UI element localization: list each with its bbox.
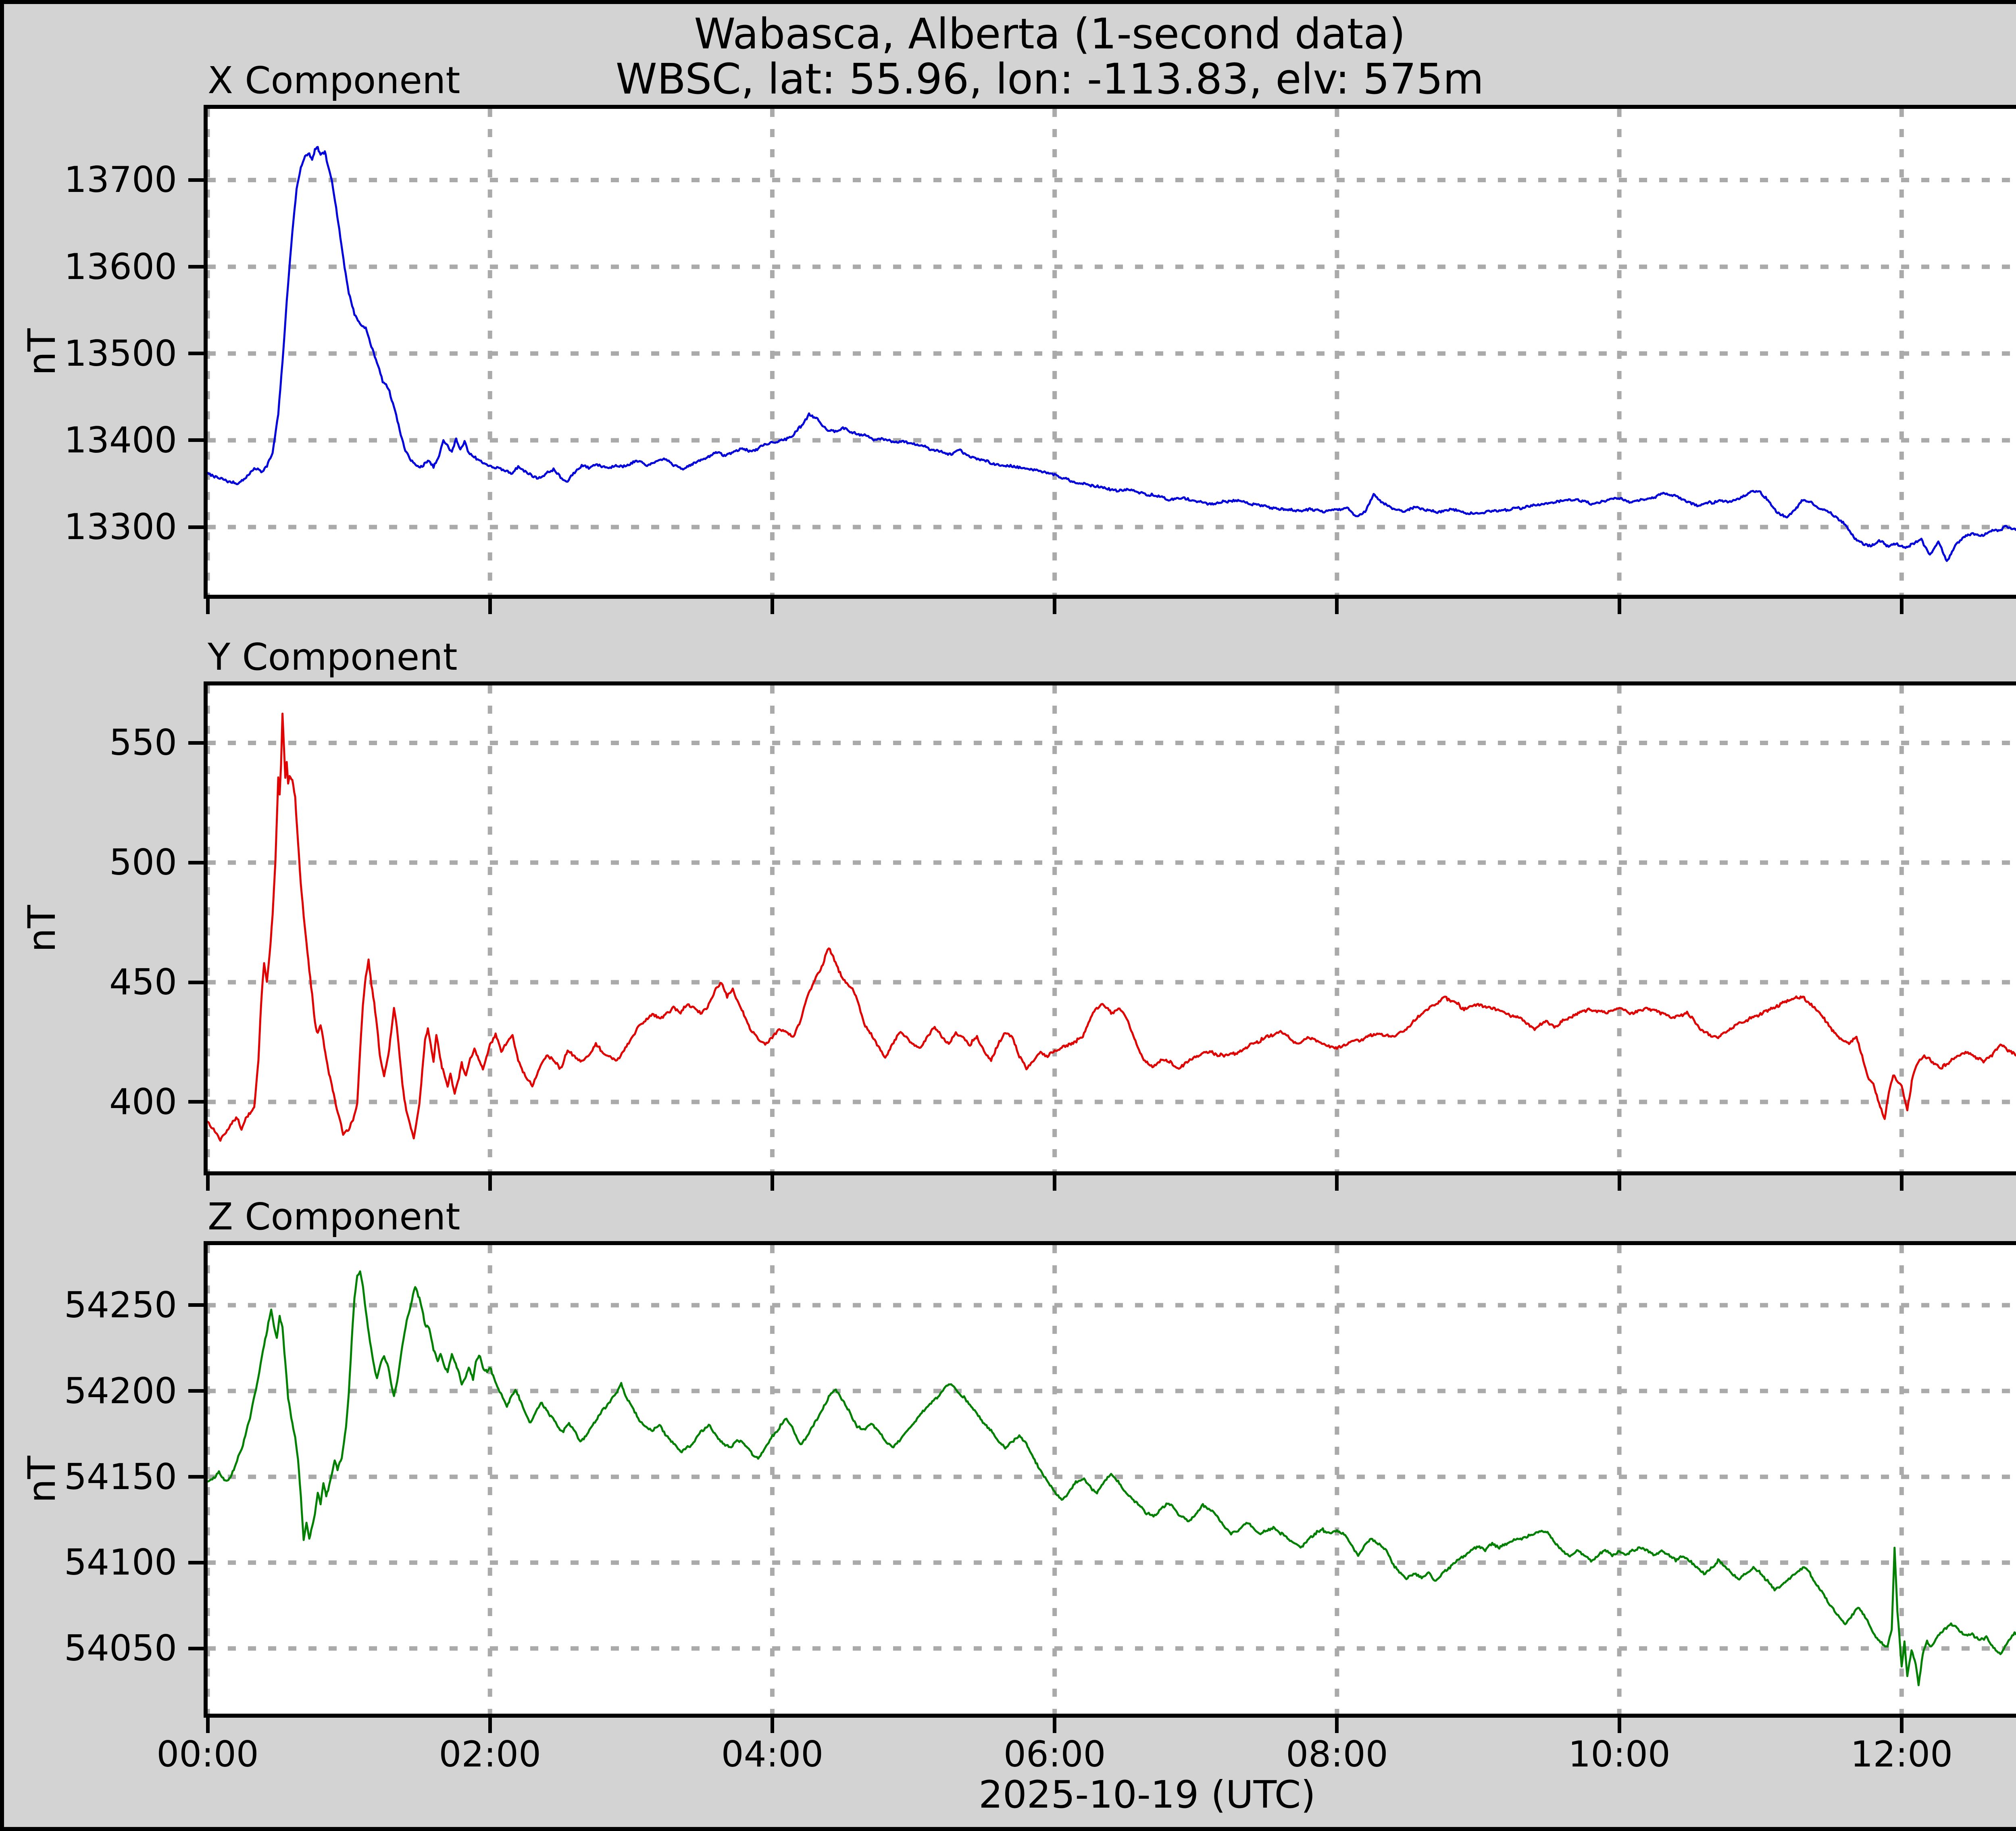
z-component-y-tick-label: 54100 [64,1541,177,1583]
x-tick-label: 06:00 [1003,1733,1106,1775]
x-component-x-tick-mark [488,599,492,614]
z-component-x-tick-mark [1053,1718,1057,1733]
z-component-x-tick-mark [770,1718,774,1733]
z-component-plot-area [204,1241,2016,1718]
y-component-x-tick-mark [206,1175,210,1191]
y-component-x-tick-mark [1053,1175,1057,1191]
x-component-line [208,146,2016,562]
subplot-title-x-component: X Component [208,59,460,102]
y-axis-label-y-component: nT [20,905,64,952]
z-component-x-tick-mark [1617,1718,1621,1733]
z-component-y-tick-label: 54200 [64,1370,177,1412]
z-component-line [208,1270,2016,1686]
x-tick-label: 02:00 [439,1733,541,1775]
x-component-y-tick-label: 13400 [64,419,177,461]
x-component-x-tick-mark [206,599,210,614]
y-component-y-tick-label: 550 [109,722,177,764]
x-component-y-tick-mark [188,525,204,529]
z-component-y-tick-mark [188,1475,204,1479]
subplot-title-z-component: Z Component [208,1195,460,1238]
x-tick-label: 00:00 [156,1733,259,1775]
z-component-y-tick-label: 54250 [64,1284,177,1326]
y-component-plot-area [204,681,2016,1175]
x-component-x-tick-mark [1335,599,1339,614]
z-component-y-tick-label: 54050 [64,1627,177,1669]
z-component-grid [208,1245,2016,1714]
y-component-y-tick-mark [188,860,204,864]
x-component-y-tick-mark [188,265,204,269]
x-component-y-tick-mark [188,352,204,356]
y-component-x-tick-mark [1335,1175,1339,1191]
x-tick-label: 12:00 [1850,1733,1953,1775]
y-component-y-tick-mark [188,1100,204,1104]
z-component-y-tick-mark [188,1303,204,1307]
x-tick-label: 04:00 [721,1733,824,1775]
x-axis-label: 2025-10-19 (UTC) [979,1773,1316,1817]
z-component-x-tick-mark [488,1718,492,1733]
x-component-grid [208,109,2016,595]
x-component-y-tick-label: 13700 [64,159,177,201]
x-component-x-tick-mark [1899,599,1904,614]
y-component-y-tick-label: 400 [109,1081,177,1123]
z-component-x-tick-mark [206,1718,210,1733]
y-component-y-tick-mark [188,980,204,984]
y-component-y-tick-label: 500 [109,842,177,883]
x-component-y-tick-mark [188,438,204,442]
y-component-y-tick-label: 450 [109,961,177,1003]
y-component-grid [208,685,2016,1171]
y-component-line [208,712,2016,1142]
z-component-y-tick-mark [188,1646,204,1650]
x-component-y-tick-mark [188,178,204,182]
x-component-plot-area [204,105,2016,599]
figure-title-line1: Wabasca, Alberta (1-second data) [694,9,1406,58]
z-component-x-tick-mark [1899,1718,1904,1733]
y-component-y-tick-mark [188,741,204,745]
z-component-x-tick-mark [1335,1718,1339,1733]
x-component-x-tick-mark [770,599,774,614]
x-component-y-tick-label: 13300 [64,506,177,548]
z-component-y-tick-mark [188,1560,204,1564]
y-component-x-tick-mark [1617,1175,1621,1191]
figure-title-line2: WBSC, lat: 55.96, lon: -113.83, elv: 575… [615,54,1484,104]
z-component-y-tick-label: 54150 [64,1456,177,1498]
y-component-x-tick-mark [770,1175,774,1191]
x-tick-label: 10:00 [1568,1733,1670,1775]
x-component-y-tick-label: 13600 [64,246,177,287]
y-component-x-tick-mark [488,1175,492,1191]
subplot-title-y-component: Y Component [208,635,458,679]
x-component-y-tick-label: 13500 [64,332,177,374]
x-component-x-tick-mark [1617,599,1621,614]
x-tick-label: 08:00 [1286,1733,1388,1775]
y-component-x-tick-mark [1899,1175,1904,1191]
x-component-x-tick-mark [1053,599,1057,614]
z-component-y-tick-mark [188,1389,204,1393]
